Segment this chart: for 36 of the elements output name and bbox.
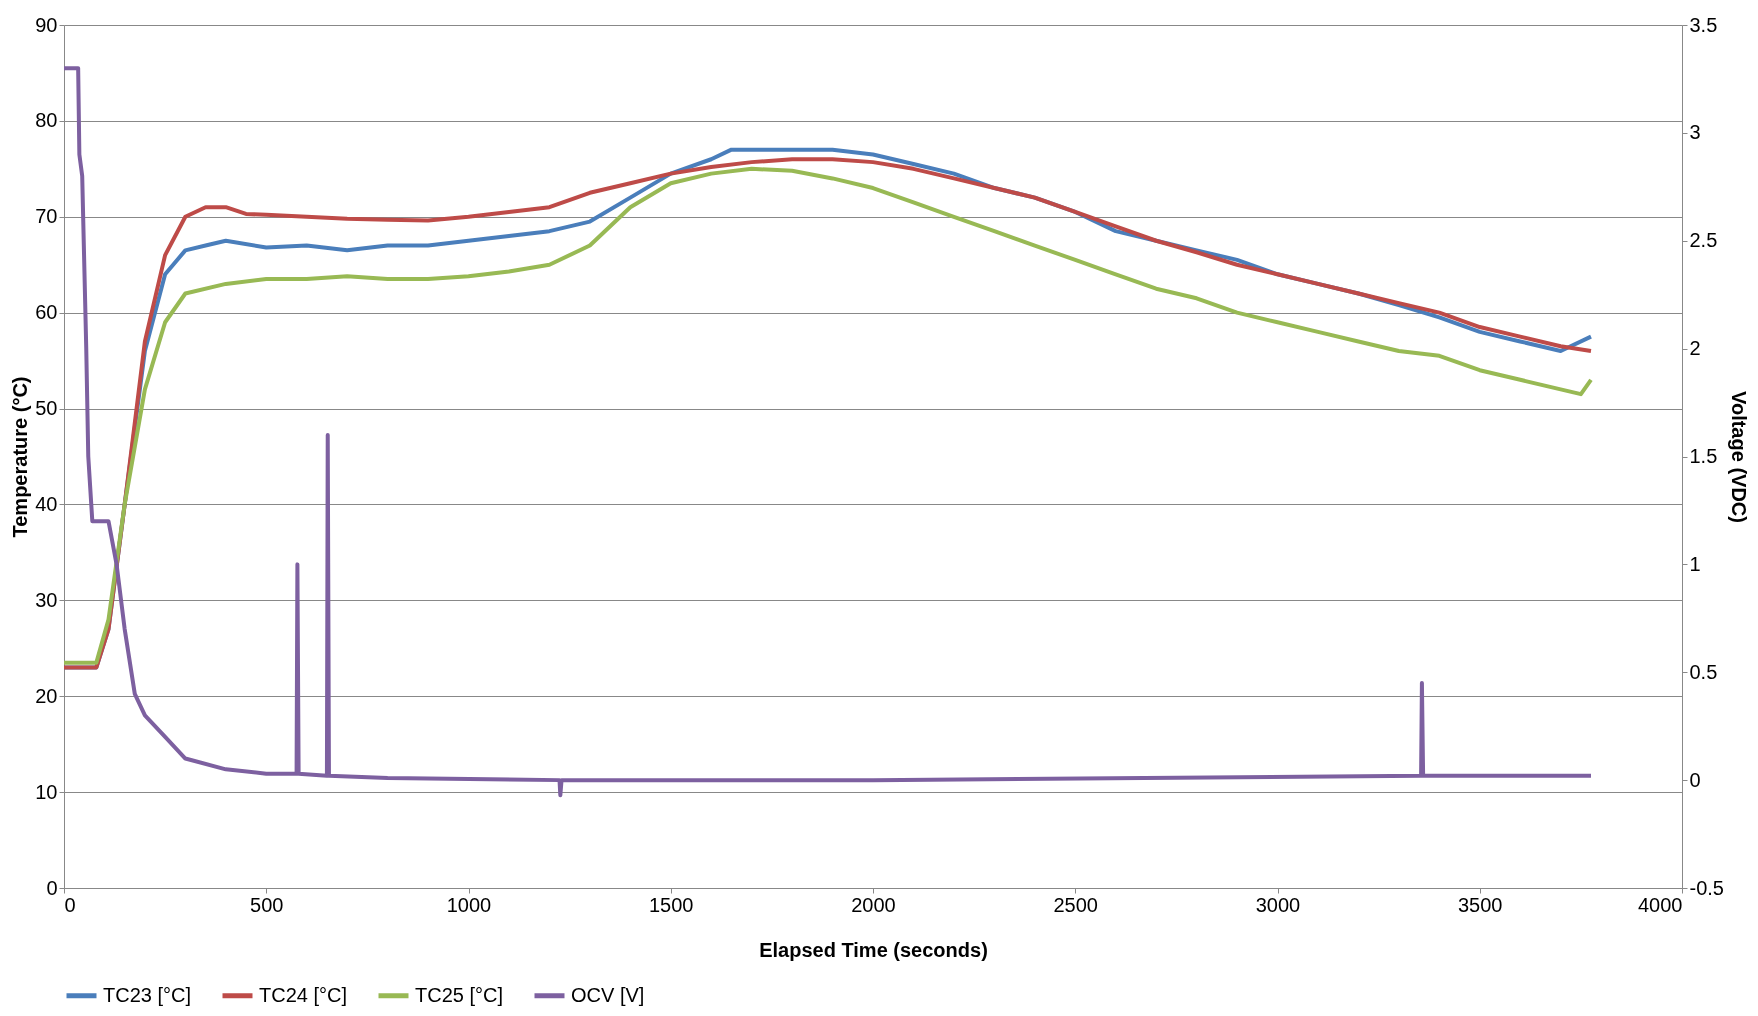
y-tick-label: 20 [35, 684, 58, 707]
x-tick-label: 4000 [1638, 893, 1683, 916]
y-tick-label: 50 [35, 397, 58, 420]
x-tick-label: 3000 [1255, 893, 1301, 916]
y2-tick-label: 0.5 [1689, 660, 1718, 683]
legend-label: OCV [V] [571, 983, 645, 1006]
x-tick-label: 0 [64, 893, 76, 916]
legend-label: TC23 [°C] [103, 983, 192, 1006]
y-tick-label: 90 [35, 13, 58, 36]
x-tick-label: 1000 [446, 893, 492, 916]
y-tick-label: 10 [35, 780, 58, 803]
y-axis-title: Temperature (°C) [9, 376, 32, 538]
y2-tick-label: 3.5 [1689, 13, 1718, 36]
y2-axis-title: Voltage (VDC) [1727, 391, 1750, 523]
y2-tick-label: 2 [1689, 337, 1701, 360]
x-tick-label: 1500 [649, 893, 694, 916]
y-tick-label: 70 [35, 205, 58, 228]
x-tick-label: 2000 [851, 893, 896, 916]
line-series [62, 66, 1593, 798]
y2-tick-label: 0 [1689, 768, 1701, 791]
y-tick-label: 40 [35, 492, 58, 515]
y2-tick-label: -0.5 [1689, 876, 1724, 899]
y-tick-label: 60 [35, 301, 58, 324]
y2-tick-label: 3 [1689, 121, 1701, 144]
y2-tick-label: 1 [1689, 552, 1701, 575]
y2-tick-label: 1.5 [1689, 445, 1718, 467]
y-tick-label: 30 [35, 588, 58, 611]
legend-label: TC25 [°C] [415, 983, 504, 1006]
legend-label: TC24 [°C] [259, 983, 348, 1006]
x-tick-label: 2500 [1053, 893, 1098, 916]
y2-tick-label: 2.5 [1689, 229, 1718, 252]
x-tick-label: 3500 [1458, 893, 1503, 916]
x-axis-title: Elapsed Time (seconds) [759, 938, 988, 961]
y-tick-label: 0 [46, 876, 58, 899]
y-tick-label: 80 [35, 109, 58, 132]
x-tick-label: 500 [250, 893, 284, 916]
